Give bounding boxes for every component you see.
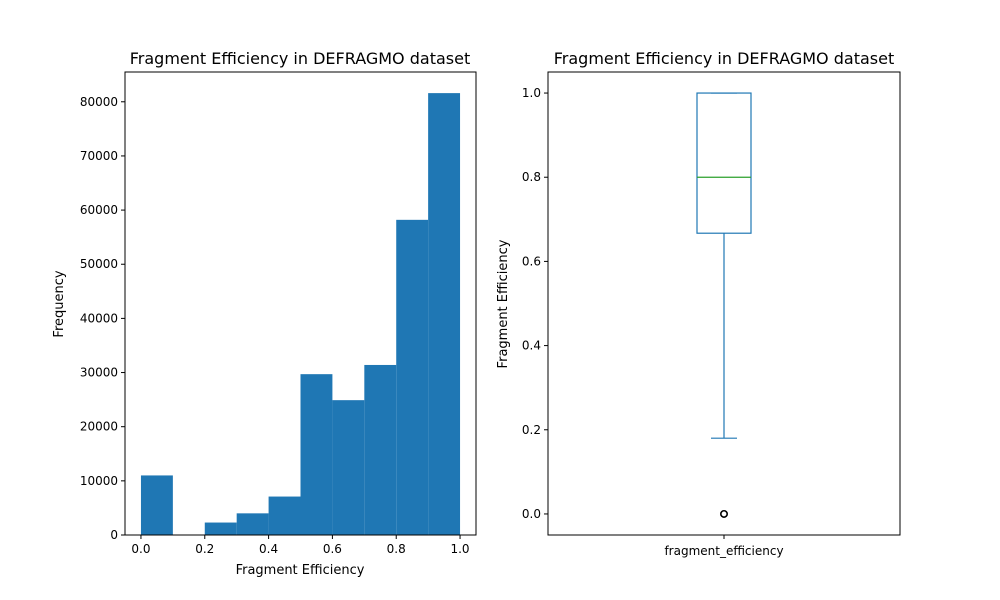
- histogram-title: Fragment Efficiency in DEFRAGMO dataset: [130, 49, 470, 68]
- boxplot-title: Fragment Efficiency in DEFRAGMO dataset: [554, 49, 894, 68]
- histogram-bar: [268, 496, 301, 535]
- histogram-axes-frame: [124, 71, 477, 536]
- histogram-bar: [236, 513, 269, 535]
- histogram-bar: [364, 364, 397, 535]
- histogram-y-tick-label: 60000: [80, 203, 118, 217]
- boxplot-outlier: [719, 509, 728, 518]
- histogram-bar: [428, 93, 461, 536]
- boxplot-y-tick-label: 0.6: [522, 254, 541, 268]
- boxplot-y-label: Fragment Efficiency: [496, 239, 511, 368]
- histogram-x-tick-label: 0.4: [259, 542, 278, 556]
- boxplot-x-tick-label: fragment_efficiency: [664, 544, 783, 558]
- boxplot-y-ticks: 0.0 0.2 0.4 0.6 0.8 1.0: [522, 86, 548, 521]
- histogram-y-tick-label: 10000: [80, 474, 118, 488]
- histogram-bar: [300, 374, 333, 535]
- histogram-bar: [332, 400, 365, 535]
- histogram-y-tick-label: 40000: [80, 311, 118, 325]
- boxplot-y-tick-label: 0.8: [522, 170, 541, 184]
- histogram-x-tick-label: 0.0: [131, 542, 150, 556]
- boxplot-y-tick-label: 0.2: [522, 423, 541, 437]
- histogram-x-tick-label: 0.6: [323, 542, 342, 556]
- histogram-x-label: Fragment Efficiency: [236, 563, 365, 578]
- histogram-x-ticks: 0.0 0.2 0.4 0.6 0.8 1.0: [131, 535, 470, 556]
- histogram-bar: [204, 522, 237, 535]
- histogram-y-tick-label: 30000: [80, 366, 118, 380]
- boxplot-y-tick-label: 1.0: [522, 86, 541, 100]
- histogram-y-label: Frequency: [52, 270, 67, 337]
- histogram-y-ticks: 0 10000 20000 30000 40000 50000 60000 70000 8000…: [80, 95, 125, 542]
- histogram-bars: [140, 93, 461, 536]
- boxplot-x-tick: fragment_efficiency: [664, 535, 784, 558]
- histogram-y-tick-label: 70000: [80, 149, 118, 163]
- histogram-chart: Fragment Efficiency in DEFRAGMO dataset …: [52, 49, 477, 578]
- histogram-x-tick-label: 0.2: [195, 542, 214, 556]
- boxplot-marks: [696, 92, 752, 518]
- histogram-bar: [140, 475, 173, 535]
- histogram-x-tick-label: 0.8: [387, 542, 406, 556]
- histogram-bar: [396, 219, 429, 535]
- boxplot-box: [696, 92, 752, 234]
- boxplot-y-tick-label: 0.4: [522, 339, 541, 353]
- boxplot-chart: Fragment Efficiency in DEFRAGMO dataset …: [496, 49, 901, 558]
- histogram-y-tick-label: 0: [110, 528, 118, 542]
- histogram-y-tick-label: 80000: [80, 95, 118, 109]
- boxplot-y-tick-label: 0.0: [522, 507, 541, 521]
- histogram-y-tick-label: 50000: [80, 257, 118, 271]
- histogram-y-tick-label: 20000: [80, 420, 118, 434]
- histogram-x-tick-label: 1.0: [450, 542, 469, 556]
